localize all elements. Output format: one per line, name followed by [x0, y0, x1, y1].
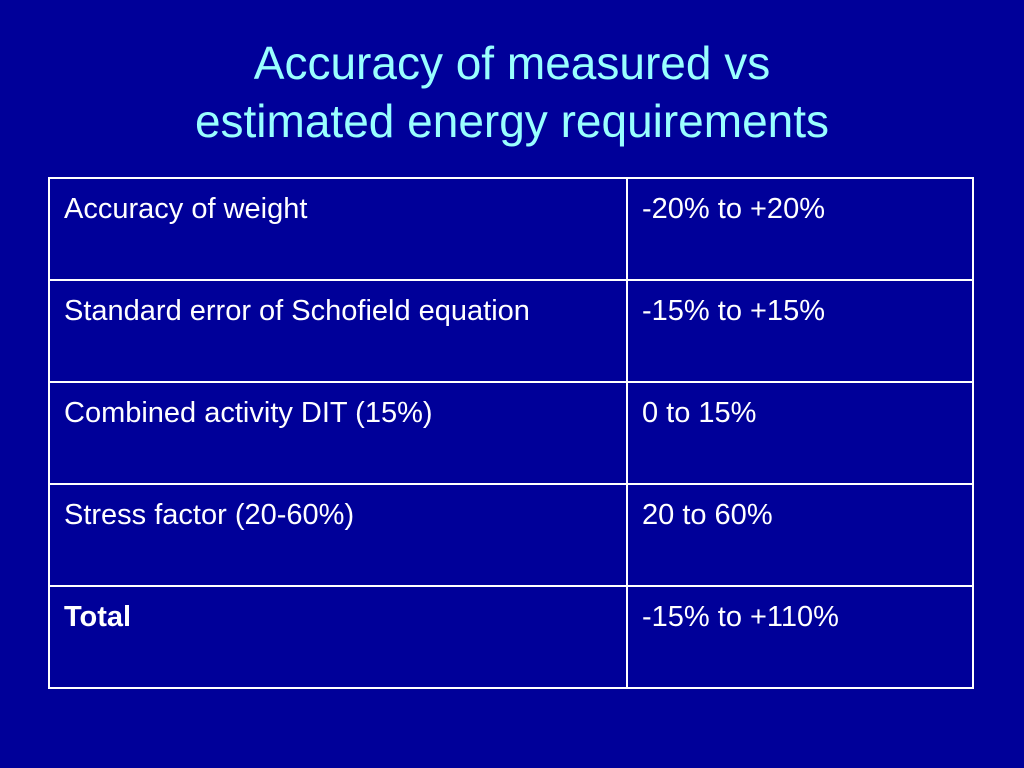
row-value: -15% to +15% [626, 279, 974, 383]
table-row-total: Total -15% to +110% [48, 585, 974, 689]
row-label: Combined activity DIT (15%) [48, 381, 628, 485]
row-label: Stress factor (20-60%) [48, 483, 628, 587]
total-value: -15% to +110% [626, 585, 974, 689]
row-value: 0 to 15% [626, 381, 974, 485]
row-label: Accuracy of weight [48, 177, 628, 281]
table-row: Accuracy of weight -20% to +20% [48, 177, 974, 281]
title-line-1: Accuracy of measured vs [253, 37, 771, 89]
total-label: Total [48, 585, 628, 689]
row-label: Standard error of Schofield equation [48, 279, 628, 383]
accuracy-table: Accuracy of weight -20% to +20% Standard… [48, 177, 974, 689]
slide-title: Accuracy of measured vs estimated energy… [0, 34, 1024, 150]
table-row: Standard error of Schofield equation -15… [48, 279, 974, 383]
table-row: Stress factor (20-60%) 20 to 60% [48, 483, 974, 587]
row-value: 20 to 60% [626, 483, 974, 587]
title-line-2: estimated energy requirements [194, 95, 830, 147]
row-value: -20% to +20% [626, 177, 974, 281]
table-row: Combined activity DIT (15%) 0 to 15% [48, 381, 974, 485]
